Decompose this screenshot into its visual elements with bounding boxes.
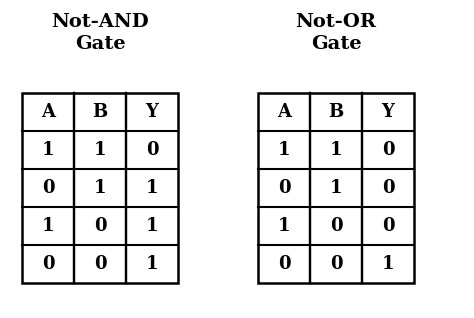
Text: 0: 0 — [146, 141, 158, 159]
Text: 0: 0 — [278, 255, 290, 273]
Text: 1: 1 — [330, 141, 342, 159]
Text: 1: 1 — [94, 141, 106, 159]
Text: Not-AND
Gate: Not-AND Gate — [51, 13, 149, 53]
Text: 1: 1 — [146, 255, 158, 273]
Text: Not-OR
Gate: Not-OR Gate — [295, 13, 376, 53]
Text: 1: 1 — [94, 179, 106, 197]
Text: 1: 1 — [146, 217, 158, 235]
Bar — [258, 93, 414, 283]
Text: 0: 0 — [382, 141, 394, 159]
Text: B: B — [328, 103, 344, 121]
Text: 0: 0 — [382, 217, 394, 235]
Text: 0: 0 — [382, 179, 394, 197]
Text: 1: 1 — [382, 255, 394, 273]
Text: 0: 0 — [330, 217, 342, 235]
Text: 0: 0 — [42, 179, 55, 197]
Text: Y: Y — [146, 103, 158, 121]
Text: 0: 0 — [94, 255, 106, 273]
Text: 0: 0 — [330, 255, 342, 273]
Text: A: A — [41, 103, 55, 121]
Text: Y: Y — [382, 103, 394, 121]
Text: 1: 1 — [42, 141, 54, 159]
Text: 1: 1 — [278, 141, 290, 159]
Bar — [22, 93, 178, 283]
Text: 1: 1 — [146, 179, 158, 197]
Text: 0: 0 — [42, 255, 55, 273]
Text: 1: 1 — [278, 217, 290, 235]
Text: 0: 0 — [94, 217, 106, 235]
Text: B: B — [92, 103, 108, 121]
Text: 1: 1 — [330, 179, 342, 197]
Text: 0: 0 — [278, 179, 290, 197]
Text: 1: 1 — [42, 217, 54, 235]
Text: A: A — [277, 103, 291, 121]
